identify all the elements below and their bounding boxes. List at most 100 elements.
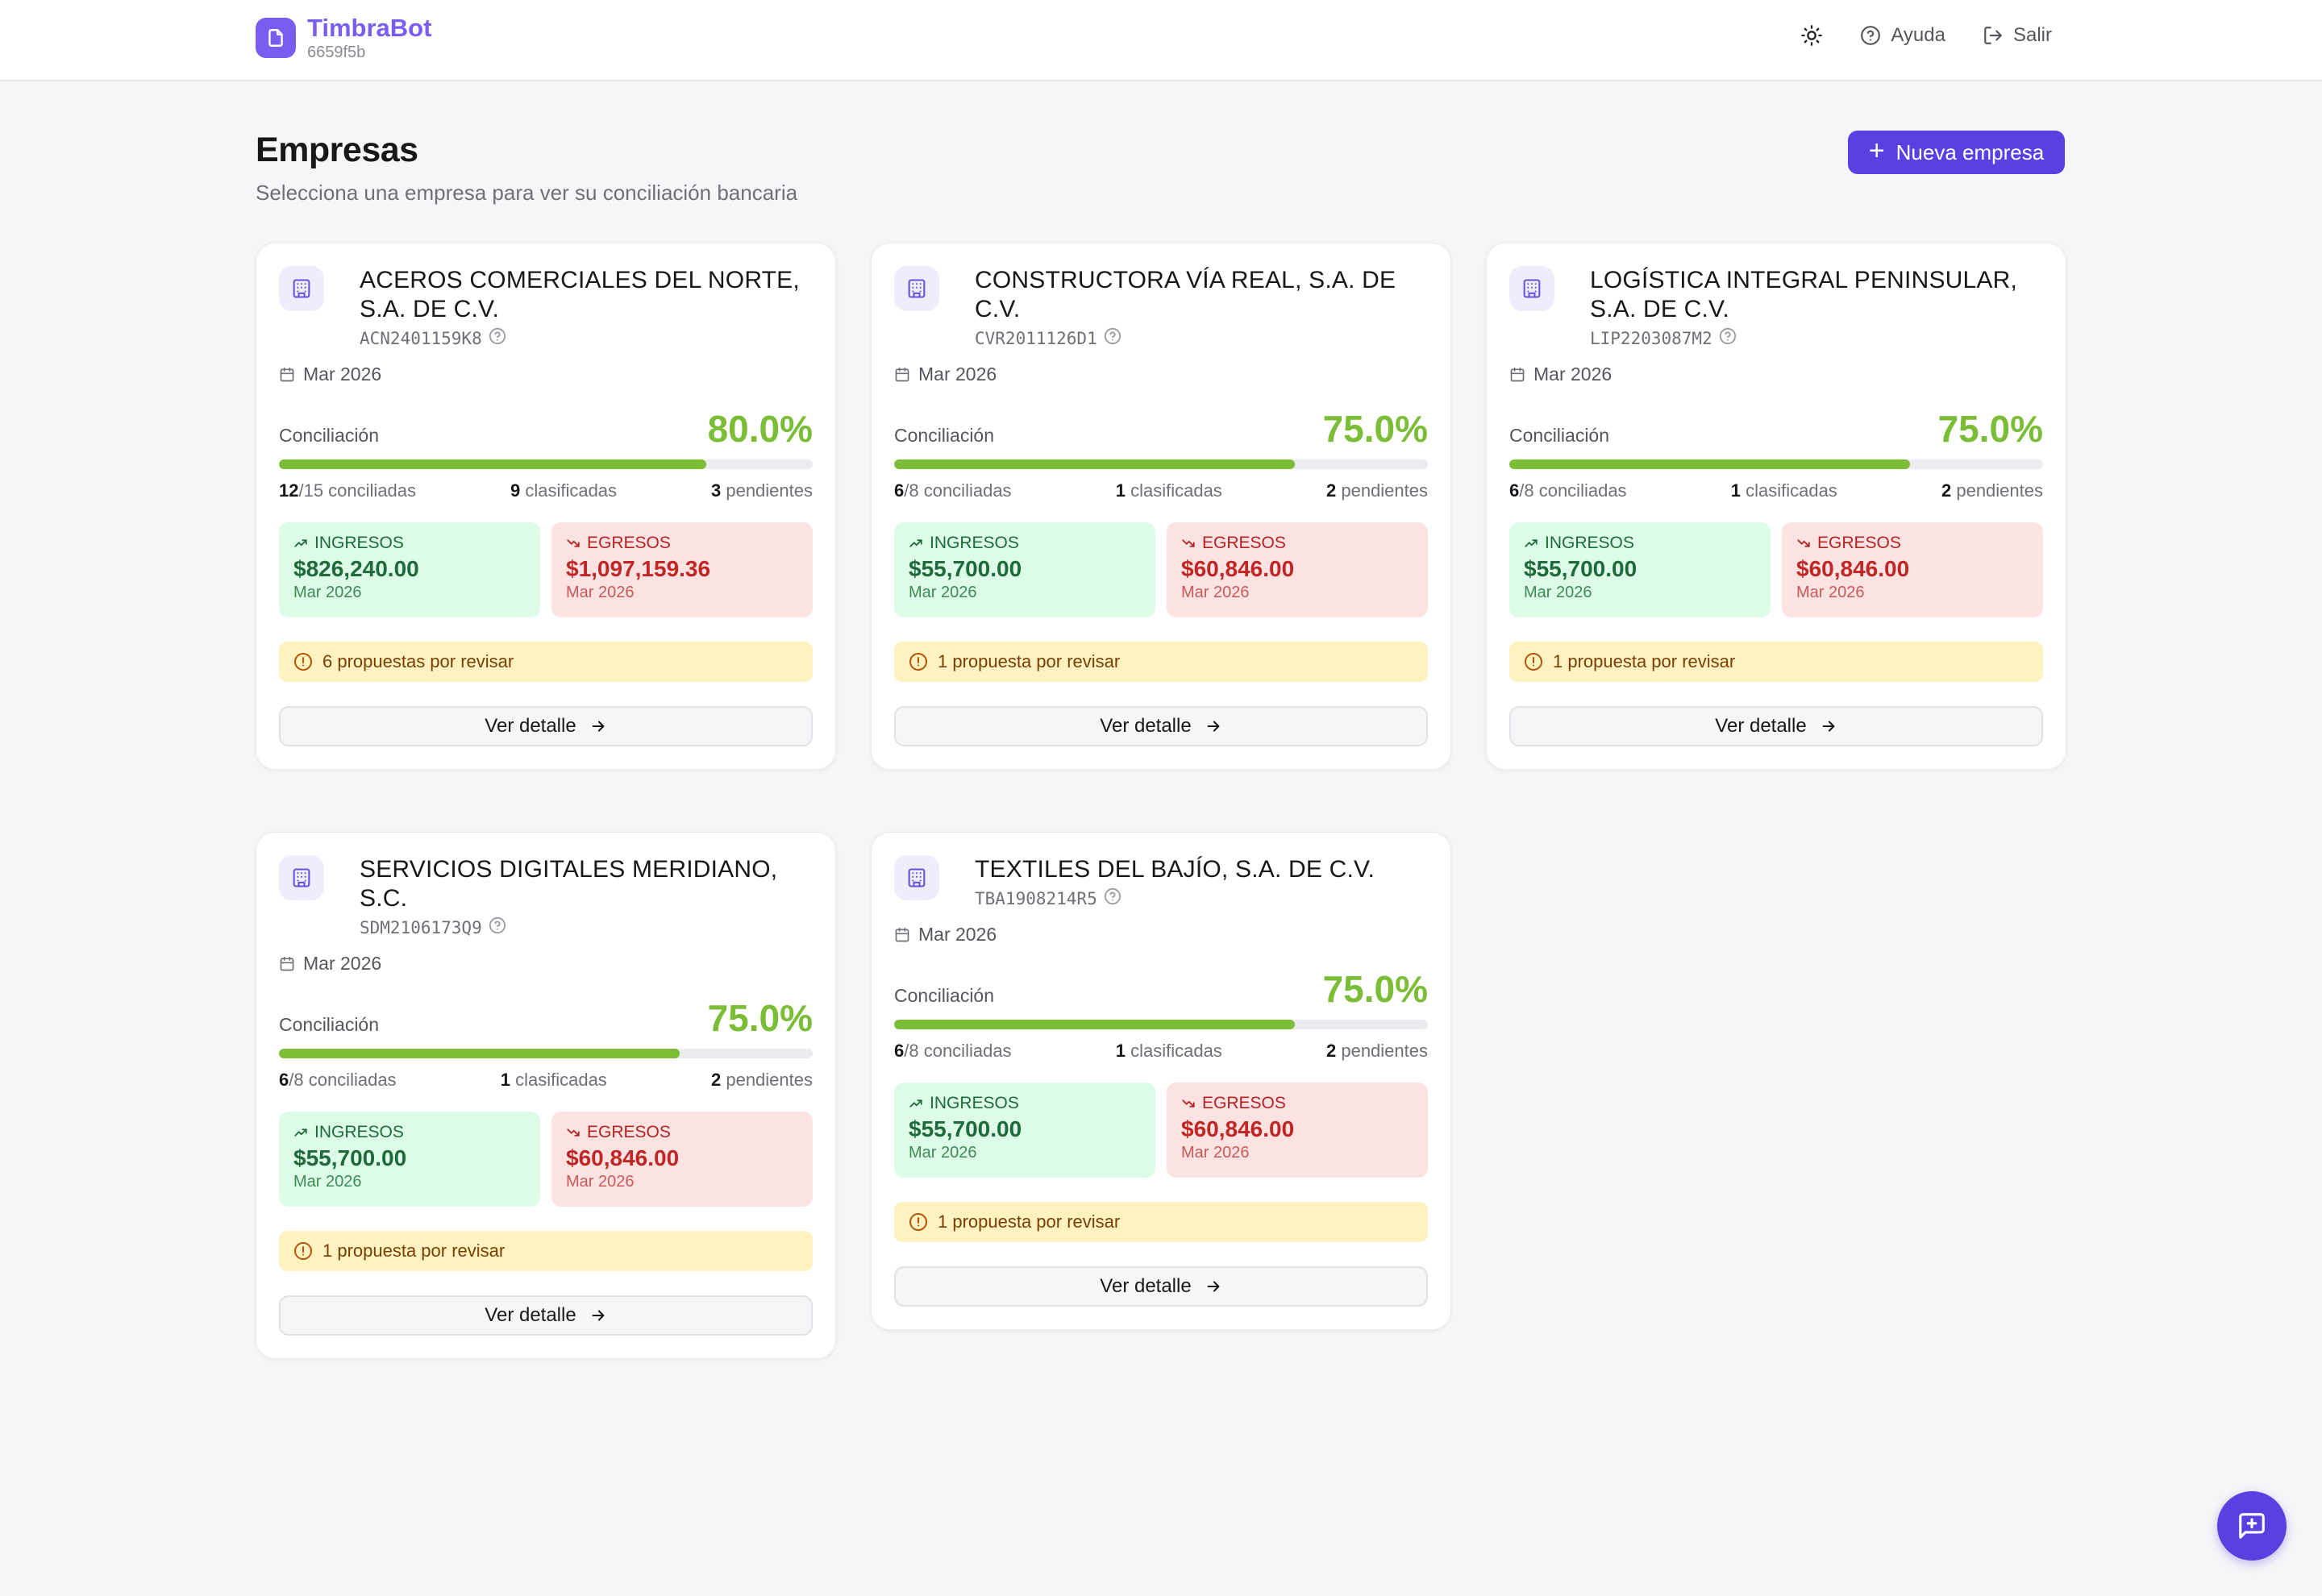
income-period: Mar 2026: [909, 1144, 977, 1162]
arrow-right-icon: [1207, 1281, 1220, 1292]
conciliation-percent: 75.0%: [1937, 408, 2043, 450]
income-box: INGRESOS $55,700.00 Mar 2026: [894, 522, 1155, 617]
alert-circle-icon: [1525, 653, 1542, 671]
conciliation-progress-bar: [894, 1020, 1428, 1029]
income-period: Mar 2026: [909, 584, 977, 601]
classified-count: 1 clasificadas: [1730, 480, 1837, 501]
company-card[interactable]: TEXTILES DEL BAJÍO, S.A. DE C.V. TBA1908…: [871, 832, 1451, 1330]
conciliation-label: Conciliación: [1509, 425, 1610, 446]
theme-toggle-button[interactable]: [1800, 24, 1823, 47]
chat-button[interactable]: [2217, 1491, 2287, 1561]
help-circle-icon[interactable]: [1104, 887, 1121, 909]
company-name: LOGÍSTICA INTEGRAL PENINSULAR, S.A. DE C…: [1590, 267, 2018, 322]
help-circle-icon[interactable]: [489, 916, 506, 938]
view-detail-label: Ver detalle: [485, 715, 576, 737]
logout-button[interactable]: Salir: [1983, 24, 2052, 47]
conciliated-count: 6/8 conciliadas: [279, 1070, 397, 1090]
company-period: Mar 2026: [918, 924, 997, 945]
view-detail-button[interactable]: Ver detalle: [894, 706, 1428, 746]
income-box: INGRESOS $55,700.00 Mar 2026: [894, 1083, 1155, 1178]
pending-count: 2 pendientes: [1325, 1041, 1428, 1061]
review-alert[interactable]: 1 propuesta por revisar: [894, 1202, 1428, 1242]
company-period: Mar 2026: [303, 364, 382, 384]
trending-up-icon: [1525, 539, 1538, 547]
expense-period: Mar 2026: [1796, 584, 1865, 601]
logout-label: Salir: [2012, 24, 2052, 46]
new-company-button[interactable]: + Nueva empresa: [1848, 131, 2065, 174]
review-alert[interactable]: 6 propuestas por revisar: [279, 642, 813, 682]
help-circle-icon[interactable]: [1719, 327, 1737, 349]
view-detail-label: Ver detalle: [1100, 1275, 1192, 1297]
classified-count: 1 clasificadas: [500, 1070, 607, 1090]
trending-up-icon: [909, 539, 922, 547]
review-alert-text: 1 propuesta por revisar: [322, 1241, 506, 1261]
income-box: INGRESOS $55,700.00 Mar 2026: [279, 1112, 540, 1207]
income-amount: $826,240.00: [293, 556, 419, 581]
logout-icon: [1984, 27, 2002, 44]
review-alert[interactable]: 1 propuesta por revisar: [1509, 642, 2043, 682]
calendar-icon: [895, 927, 909, 941]
alert-circle-icon: [909, 653, 927, 671]
view-detail-button[interactable]: Ver detalle: [279, 1295, 813, 1336]
conciliation-progress-bar: [894, 459, 1428, 469]
company-name: CONSTRUCTORA VÍA REAL, S.A. DE C.V.: [975, 267, 1396, 322]
help-circle-icon[interactable]: [1104, 327, 1121, 349]
trending-down-icon: [1797, 539, 1810, 547]
conciliation-percent: 75.0%: [1322, 408, 1428, 450]
help-circle-icon[interactable]: [489, 327, 506, 349]
alert-circle-icon: [909, 1213, 927, 1231]
file-icon: [256, 18, 296, 58]
income-period: Mar 2026: [293, 1173, 362, 1191]
view-detail-button[interactable]: Ver detalle: [279, 706, 813, 746]
expense-label: EGRESOS: [587, 534, 671, 552]
expense-amount: $1,097,159.36: [566, 556, 711, 581]
expense-period: Mar 2026: [1181, 584, 1250, 601]
view-detail-button[interactable]: Ver detalle: [894, 1266, 1428, 1307]
conciliation-label: Conciliación: [279, 425, 380, 446]
view-detail-label: Ver detalle: [1715, 715, 1807, 737]
brand[interactable]: TimbraBot 6659f5b: [256, 14, 431, 62]
review-alert[interactable]: 1 propuesta por revisar: [894, 642, 1428, 682]
help-button[interactable]: Ayuda: [1860, 24, 1945, 47]
conciliation-progress-bar: [1509, 459, 2043, 469]
calendar-icon: [280, 367, 294, 381]
income-amount: $55,700.00: [293, 1145, 407, 1170]
message-plus-icon: [2239, 1513, 2265, 1539]
pending-count: 2 pendientes: [710, 1070, 813, 1090]
trending-up-icon: [294, 1128, 307, 1137]
company-card[interactable]: LOGÍSTICA INTEGRAL PENINSULAR, S.A. DE C…: [1486, 243, 2066, 770]
pending-count: 2 pendientes: [1325, 480, 1428, 501]
trending-down-icon: [1182, 539, 1195, 547]
company-card[interactable]: ACEROS COMERCIALES DEL NORTE, S.A. DE C.…: [256, 243, 836, 770]
view-detail-button[interactable]: Ver detalle: [1509, 706, 2043, 746]
expense-box: EGRESOS $60,846.00 Mar 2026: [1167, 522, 1428, 617]
calendar-icon: [1510, 367, 1525, 381]
building-icon: [279, 855, 324, 900]
page-title: Empresas: [256, 131, 418, 169]
company-card[interactable]: SERVICIOS DIGITALES MERIDIANO, S.C. SDM2…: [256, 832, 836, 1359]
expense-label: EGRESOS: [587, 1123, 671, 1141]
expense-box: EGRESOS $60,846.00 Mar 2026: [551, 1112, 813, 1207]
building-icon: [894, 266, 939, 311]
company-rfc: CVR2011126D1: [975, 328, 1097, 348]
income-label: INGRESOS: [930, 534, 1019, 552]
conciliation-label: Conciliación: [894, 425, 995, 446]
alert-circle-icon: [294, 1242, 312, 1260]
conciliation-percent: 75.0%: [1322, 968, 1428, 1010]
expense-amount: $60,846.00: [1181, 1116, 1295, 1141]
review-alert[interactable]: 1 propuesta por revisar: [279, 1231, 813, 1271]
view-detail-label: Ver detalle: [485, 1304, 576, 1326]
help-label: Ayuda: [1891, 24, 1945, 46]
company-name: TEXTILES DEL BAJÍO, S.A. DE C.V.: [975, 856, 1375, 883]
company-card[interactable]: CONSTRUCTORA VÍA REAL, S.A. DE C.V. CVR2…: [871, 243, 1451, 770]
income-label: INGRESOS: [314, 534, 404, 552]
conciliated-count: 6/8 conciliadas: [894, 1041, 1012, 1061]
view-detail-label: Ver detalle: [1100, 715, 1192, 737]
arrow-right-icon: [592, 1310, 605, 1321]
conciliation-percent: 75.0%: [707, 997, 813, 1039]
income-label: INGRESOS: [314, 1123, 404, 1141]
review-alert-text: 6 propuestas por revisar: [322, 651, 514, 671]
expense-box: EGRESOS $60,846.00 Mar 2026: [1782, 522, 2043, 617]
alert-circle-icon: [294, 653, 312, 671]
income-period: Mar 2026: [293, 584, 362, 601]
